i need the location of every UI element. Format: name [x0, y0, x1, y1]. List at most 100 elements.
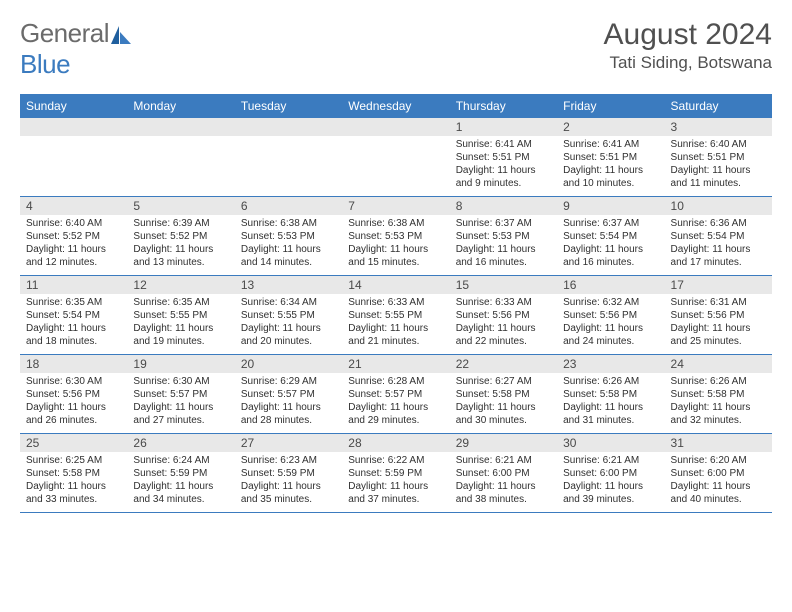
day-details: Sunrise: 6:30 AM Sunset: 5:56 PM Dayligh… [20, 373, 127, 434]
day-number: 26 [127, 434, 234, 453]
day-details: Sunrise: 6:26 AM Sunset: 5:58 PM Dayligh… [557, 373, 664, 434]
day-details: Sunrise: 6:21 AM Sunset: 6:00 PM Dayligh… [450, 452, 557, 513]
detail-row: Sunrise: 6:35 AM Sunset: 5:54 PM Dayligh… [20, 294, 772, 355]
day-number: 15 [450, 276, 557, 295]
day-number: 7 [342, 197, 449, 216]
calendar-table: Sunday Monday Tuesday Wednesday Thursday… [20, 94, 772, 513]
daynum-row: 4 5 6 7 8 9 10 [20, 197, 772, 216]
day-number: 14 [342, 276, 449, 295]
day-number: 29 [450, 434, 557, 453]
day-number: 21 [342, 355, 449, 374]
week-block: 18 19 20 21 22 23 24 Sunrise: 6:30 AM Su… [20, 355, 772, 434]
day-number [342, 118, 449, 137]
day-details: Sunrise: 6:35 AM Sunset: 5:54 PM Dayligh… [20, 294, 127, 355]
day-details [235, 136, 342, 197]
day-details: Sunrise: 6:38 AM Sunset: 5:53 PM Dayligh… [342, 215, 449, 276]
day-number: 27 [235, 434, 342, 453]
day-details: Sunrise: 6:38 AM Sunset: 5:53 PM Dayligh… [235, 215, 342, 276]
day-details: Sunrise: 6:31 AM Sunset: 5:56 PM Dayligh… [665, 294, 772, 355]
day-number: 5 [127, 197, 234, 216]
day-number: 8 [450, 197, 557, 216]
day-number: 6 [235, 197, 342, 216]
day-details: Sunrise: 6:39 AM Sunset: 5:52 PM Dayligh… [127, 215, 234, 276]
day-number: 17 [665, 276, 772, 295]
daynum-row: 11 12 13 14 15 16 17 [20, 276, 772, 295]
day-details [342, 136, 449, 197]
weekday-header: Wednesday [342, 95, 449, 118]
weekday-header: Sunday [20, 95, 127, 118]
logo-word-blue: Blue [20, 49, 70, 79]
weekday-header: Monday [127, 95, 234, 118]
week-block: 4 5 6 7 8 9 10 Sunrise: 6:40 AM Sunset: … [20, 197, 772, 276]
day-number: 31 [665, 434, 772, 453]
day-details: Sunrise: 6:41 AM Sunset: 5:51 PM Dayligh… [557, 136, 664, 197]
day-number [235, 118, 342, 137]
day-details: Sunrise: 6:21 AM Sunset: 6:00 PM Dayligh… [557, 452, 664, 513]
day-number [20, 118, 127, 137]
day-number: 10 [665, 197, 772, 216]
day-details: Sunrise: 6:33 AM Sunset: 5:55 PM Dayligh… [342, 294, 449, 355]
day-details: Sunrise: 6:34 AM Sunset: 5:55 PM Dayligh… [235, 294, 342, 355]
day-number: 1 [450, 118, 557, 137]
week-block: 11 12 13 14 15 16 17 Sunrise: 6:35 AM Su… [20, 276, 772, 355]
detail-row: Sunrise: 6:41 AM Sunset: 5:51 PM Dayligh… [20, 136, 772, 197]
logo-sails-icon [111, 26, 133, 49]
week-block: 1 2 3 Sunrise: 6:41 AM Sunset: 5:51 PM D… [20, 118, 772, 197]
day-details: Sunrise: 6:36 AM Sunset: 5:54 PM Dayligh… [665, 215, 772, 276]
day-number: 20 [235, 355, 342, 374]
day-details: Sunrise: 6:27 AM Sunset: 5:58 PM Dayligh… [450, 373, 557, 434]
logo: General Blue [20, 18, 133, 80]
day-details: Sunrise: 6:26 AM Sunset: 5:58 PM Dayligh… [665, 373, 772, 434]
page-title: August 2024 [604, 18, 772, 51]
day-number: 11 [20, 276, 127, 295]
day-number: 12 [127, 276, 234, 295]
day-number: 22 [450, 355, 557, 374]
detail-row: Sunrise: 6:30 AM Sunset: 5:56 PM Dayligh… [20, 373, 772, 434]
day-number: 16 [557, 276, 664, 295]
day-number: 4 [20, 197, 127, 216]
day-details: Sunrise: 6:37 AM Sunset: 5:54 PM Dayligh… [557, 215, 664, 276]
day-number: 24 [665, 355, 772, 374]
day-details: Sunrise: 6:29 AM Sunset: 5:57 PM Dayligh… [235, 373, 342, 434]
day-details: Sunrise: 6:37 AM Sunset: 5:53 PM Dayligh… [450, 215, 557, 276]
logo-text: General Blue [20, 18, 133, 80]
day-details: Sunrise: 6:30 AM Sunset: 5:57 PM Dayligh… [127, 373, 234, 434]
detail-row: Sunrise: 6:25 AM Sunset: 5:58 PM Dayligh… [20, 452, 772, 513]
header: General Blue August 2024 Tati Siding, Bo… [20, 18, 772, 80]
daynum-row: 18 19 20 21 22 23 24 [20, 355, 772, 374]
day-number: 23 [557, 355, 664, 374]
day-details [127, 136, 234, 197]
day-number [127, 118, 234, 137]
day-details: Sunrise: 6:40 AM Sunset: 5:52 PM Dayligh… [20, 215, 127, 276]
day-number: 25 [20, 434, 127, 453]
day-number: 18 [20, 355, 127, 374]
day-details: Sunrise: 6:28 AM Sunset: 5:57 PM Dayligh… [342, 373, 449, 434]
day-details: Sunrise: 6:25 AM Sunset: 5:58 PM Dayligh… [20, 452, 127, 513]
day-number: 3 [665, 118, 772, 137]
day-details: Sunrise: 6:22 AM Sunset: 5:59 PM Dayligh… [342, 452, 449, 513]
week-block: 25 26 27 28 29 30 31 Sunrise: 6:25 AM Su… [20, 434, 772, 513]
day-details: Sunrise: 6:20 AM Sunset: 6:00 PM Dayligh… [665, 452, 772, 513]
day-number: 9 [557, 197, 664, 216]
detail-row: Sunrise: 6:40 AM Sunset: 5:52 PM Dayligh… [20, 215, 772, 276]
weekday-header: Friday [557, 95, 664, 118]
day-number: 30 [557, 434, 664, 453]
day-details: Sunrise: 6:40 AM Sunset: 5:51 PM Dayligh… [665, 136, 772, 197]
day-number: 28 [342, 434, 449, 453]
day-details: Sunrise: 6:41 AM Sunset: 5:51 PM Dayligh… [450, 136, 557, 197]
day-number: 2 [557, 118, 664, 137]
logo-word-general: General [20, 18, 109, 48]
weekday-header: Tuesday [235, 95, 342, 118]
daynum-row: 1 2 3 [20, 118, 772, 137]
day-number: 13 [235, 276, 342, 295]
weekday-header-row: Sunday Monday Tuesday Wednesday Thursday… [20, 95, 772, 118]
day-number: 19 [127, 355, 234, 374]
day-details: Sunrise: 6:23 AM Sunset: 5:59 PM Dayligh… [235, 452, 342, 513]
daynum-row: 25 26 27 28 29 30 31 [20, 434, 772, 453]
title-block: August 2024 Tati Siding, Botswana [604, 18, 772, 73]
day-details: Sunrise: 6:35 AM Sunset: 5:55 PM Dayligh… [127, 294, 234, 355]
day-details: Sunrise: 6:32 AM Sunset: 5:56 PM Dayligh… [557, 294, 664, 355]
day-details [20, 136, 127, 197]
weekday-header: Saturday [665, 95, 772, 118]
weekday-header: Thursday [450, 95, 557, 118]
